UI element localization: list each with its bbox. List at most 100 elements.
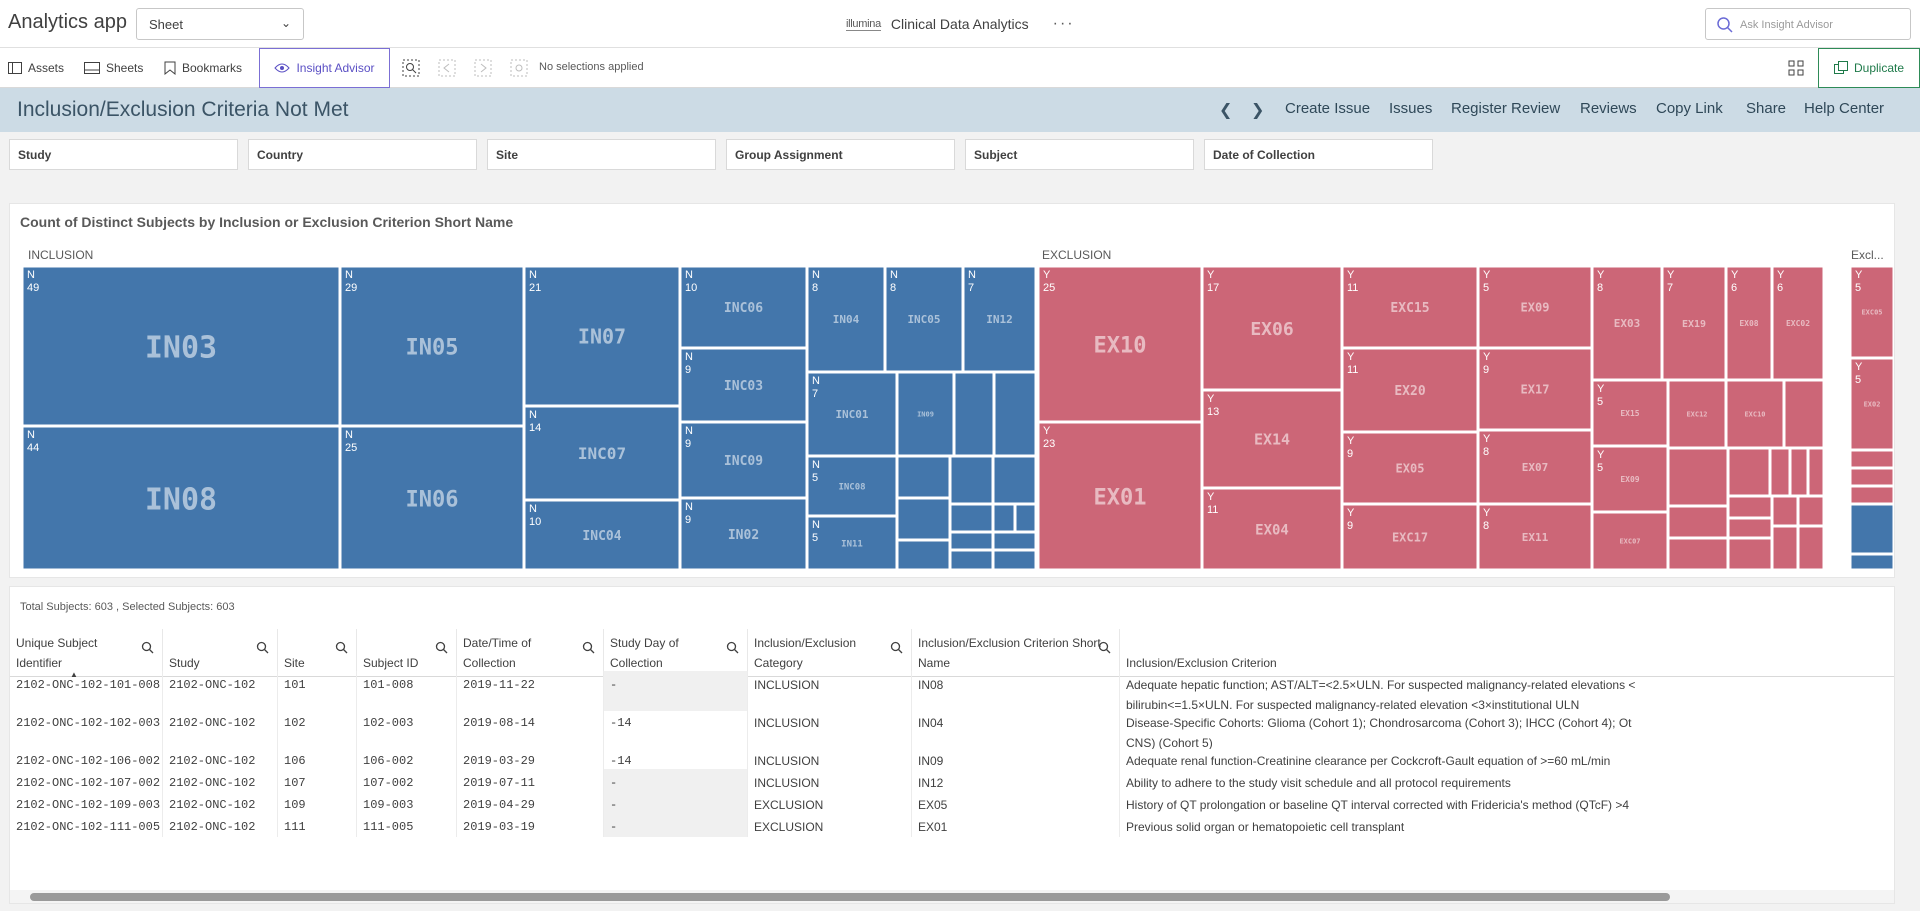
share-link[interactable]: Share [1746, 100, 1787, 117]
treemap-cell-small[interactable] [1770, 494, 1800, 528]
treemap-cell-ex03[interactable]: Y8 EX03 [1590, 264, 1664, 382]
treemap-cell-small[interactable] [1726, 494, 1774, 520]
horizontal-scrollbar[interactable] [10, 890, 1894, 903]
treemap-cell-small[interactable] [1848, 502, 1894, 556]
filter-subject[interactable]: Subject [965, 139, 1194, 170]
treemap-cell-small[interactable] [895, 496, 952, 542]
treemap-cell-ex02[interactable]: Y5 EX02 [1848, 356, 1894, 452]
treemap-cell-ex19[interactable]: Y7 EX19 [1660, 264, 1728, 382]
chevron-right-icon[interactable]: ❯ [1251, 102, 1265, 119]
column-header[interactable]: Subject ID [357, 629, 457, 677]
treemap-cell-small[interactable] [895, 454, 952, 500]
copy-link-link[interactable]: Copy Link [1656, 100, 1723, 117]
ask-insight-advisor[interactable] [1705, 8, 1911, 40]
treemap-cell-ex11[interactable]: Y8 EX11 [1476, 502, 1594, 570]
treemap-cell-small[interactable] [1806, 446, 1826, 498]
treemap-cell-small[interactable] [948, 502, 995, 534]
treemap-cell-in11[interactable]: N5 IN11 [805, 514, 899, 570]
treemap-cell-small[interactable] [991, 502, 1017, 534]
treemap-cell-small[interactable] [1726, 536, 1774, 570]
treemap-cell-in02[interactable]: N9 IN02 [678, 496, 809, 570]
treemap-cell-exc12[interactable]: EXC12 [1666, 378, 1728, 450]
column-header[interactable]: Inclusion/Exclusion Criterion Short Name [912, 629, 1120, 677]
treemap-cell-small[interactable] [1848, 466, 1894, 488]
treemap-cell-small[interactable] [1796, 524, 1826, 570]
treemap-cell-small[interactable] [991, 548, 1038, 570]
clear-selections-icon[interactable] [510, 59, 528, 77]
column-header[interactable]: Date/Time of Collection [457, 629, 604, 677]
treemap-cell-inc07[interactable]: N14 INC07 [522, 404, 682, 502]
column-header[interactable]: Inclusion/Exclusion Criterion [1120, 629, 1894, 677]
treemap-cell-in07[interactable]: N21 IN07 [522, 264, 682, 408]
treemap-cell-in05[interactable]: N29 IN05 [338, 264, 526, 428]
step-back-icon[interactable] [438, 59, 456, 77]
column-header[interactable]: Unique Subject Identifier ▲ [10, 629, 163, 679]
treemap-chart[interactable]: INCLUSION EXCLUSION Excl...N49IN03N44IN08N… [22, 244, 1894, 570]
treemap-cell-ex09-a[interactable]: Y5 EX09 [1476, 264, 1594, 350]
bookmarks-button[interactable]: Bookmarks [164, 48, 242, 88]
treemap-cell-small[interactable] [1666, 536, 1730, 570]
help-center-link[interactable]: Help Center [1804, 100, 1885, 117]
treemap-cell-exc15[interactable]: Y11 EXC15 [1340, 264, 1480, 350]
treemap-cell-in09[interactable]: IN09 [895, 370, 956, 458]
filter-site[interactable]: Site [487, 139, 716, 170]
column-header[interactable]: Study Day of Collection [604, 629, 748, 677]
create-issue-link[interactable]: Create Issue [1285, 100, 1371, 117]
chevron-left-icon[interactable]: ❮ [1219, 102, 1233, 119]
treemap-cell-inc05[interactable]: N8 INC05 [883, 264, 965, 374]
treemap-cell-ex17[interactable]: Y9 EX17 [1476, 346, 1594, 432]
treemap-cell-small[interactable] [1796, 494, 1826, 528]
treemap-cell-small[interactable] [895, 538, 952, 570]
treemap-cell-ex06[interactable]: Y17 EX06 [1200, 264, 1344, 392]
column-search-icon[interactable] [435, 641, 448, 654]
treemap-cell-small[interactable] [1768, 446, 1792, 498]
filter-date-of-collection[interactable]: Date of Collection [1204, 139, 1433, 170]
column-search-icon[interactable] [256, 641, 269, 654]
column-search-icon[interactable] [335, 641, 348, 654]
treemap-cell-inc08[interactable]: N5 INC08 [805, 454, 899, 518]
filter-study[interactable]: Study [9, 139, 238, 170]
sheet-select[interactable]: Sheet ⌄ [136, 8, 304, 40]
treemap-cell-ex20[interactable]: Y11 EX20 [1340, 346, 1480, 434]
treemap-cell-inc09[interactable]: N9 INC09 [678, 420, 809, 500]
reviews-link[interactable]: Reviews [1580, 100, 1637, 117]
grid-icon[interactable] [1788, 60, 1804, 76]
column-search-icon[interactable] [890, 641, 903, 654]
treemap-cell-ex01[interactable]: Y23 EX01 [1036, 420, 1204, 570]
treemap-cell-ex08[interactable]: Y6 EX08 [1724, 264, 1774, 382]
insight-advisor-button[interactable]: Insight Advisor [259, 48, 390, 88]
filter-group-assignment[interactable]: Group Assignment [726, 139, 955, 170]
treemap-cell-in04[interactable]: N8 IN04 [805, 264, 887, 374]
treemap-cell-in06[interactable]: N25 IN06 [338, 424, 526, 570]
treemap-cell-small[interactable] [1013, 502, 1038, 534]
treemap-cell-exc17[interactable]: Y9 EXC17 [1340, 502, 1480, 570]
treemap-cell-inc01[interactable]: N7 INC01 [805, 370, 899, 458]
ask-insight-input[interactable] [1740, 15, 1904, 35]
column-header[interactable]: Site [278, 629, 357, 677]
sheets-button[interactable]: Sheets [84, 48, 143, 88]
treemap-cell-exc10[interactable]: EXC10 [1724, 378, 1786, 450]
treemap-cell-ex09-b[interactable]: Y5 EX09 [1590, 444, 1670, 514]
more-icon[interactable]: ··· [1052, 15, 1075, 32]
register-review-link[interactable]: Register Review [1451, 100, 1561, 117]
treemap-cell-inc06[interactable]: N10 INC06 [678, 264, 809, 350]
treemap-cell-small[interactable] [1848, 552, 1894, 570]
column-search-icon[interactable] [1098, 641, 1111, 654]
scrollbar-thumb[interactable] [30, 893, 1670, 901]
column-header[interactable]: Study [163, 629, 278, 677]
treemap-cell-inc04[interactable]: N10 INC04 [522, 498, 682, 570]
treemap-cell-small[interactable] [1726, 516, 1774, 540]
column-search-icon[interactable] [582, 641, 595, 654]
treemap-cell-in03[interactable]: N49 IN03 [22, 264, 342, 428]
treemap-cell-small[interactable] [948, 454, 995, 506]
treemap-cell-small[interactable] [952, 370, 996, 458]
treemap-cell-exc07[interactable]: EXC07 [1590, 510, 1670, 570]
treemap-cell-small[interactable] [948, 548, 995, 570]
smart-search-icon[interactable] [402, 59, 420, 77]
treemap-cell-small[interactable] [1770, 524, 1800, 570]
treemap-cell-small[interactable] [1666, 446, 1730, 508]
treemap-cell-inc03[interactable]: N9 INC03 [678, 346, 809, 424]
treemap-cell-exc02[interactable]: Y6 EXC02 [1770, 264, 1826, 382]
treemap-cell-small[interactable] [992, 370, 1038, 458]
filter-country[interactable]: Country [248, 139, 477, 170]
